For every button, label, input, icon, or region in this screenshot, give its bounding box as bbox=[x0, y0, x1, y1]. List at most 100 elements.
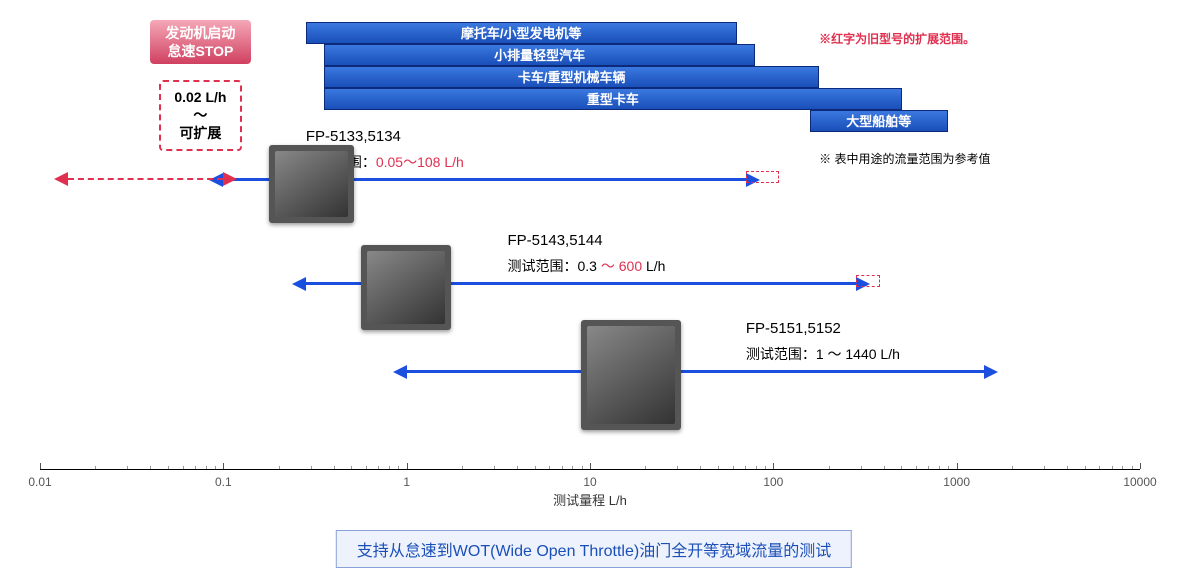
axis-tick-line bbox=[590, 463, 591, 469]
axis-minor-tick bbox=[1067, 466, 1068, 469]
axis-minor-tick bbox=[378, 466, 379, 469]
axis-tick-label: 0.01 bbox=[28, 475, 51, 489]
axis-minor-tick bbox=[127, 466, 128, 469]
axis-minor-tick bbox=[562, 466, 563, 469]
range-prefix: 测试范围：0.3 bbox=[508, 258, 601, 274]
axis-minor-tick bbox=[1099, 466, 1100, 469]
application-bar-0: 摩托车/小型发电机等 bbox=[306, 22, 737, 44]
red-extension-box bbox=[856, 275, 880, 287]
axis-minor-tick bbox=[215, 466, 216, 469]
red-extension-box bbox=[746, 171, 779, 183]
axis-minor-tick bbox=[517, 466, 518, 469]
footer-summary: 支持从怠速到WOT(Wide Open Throttle)油门全开等宽域流量的测… bbox=[336, 530, 852, 568]
extendable-line1: 0.02 L/h～ bbox=[174, 89, 226, 123]
axis-tick-label: 100 bbox=[763, 475, 783, 489]
range-red: 0.05～108 L/h bbox=[376, 154, 464, 170]
application-bar-1: 小排量轻型汽车 bbox=[324, 44, 755, 66]
axis-minor-tick bbox=[733, 466, 734, 469]
reference-note: ※ 表中用途的流量范围为参考值 bbox=[819, 150, 990, 167]
axis-minor-tick bbox=[1122, 466, 1123, 469]
axis-minor-tick bbox=[645, 466, 646, 469]
axis-minor-tick bbox=[311, 466, 312, 469]
axis-minor-tick bbox=[366, 466, 367, 469]
axis-tick-line bbox=[1140, 463, 1141, 469]
device-image-2 bbox=[581, 320, 681, 430]
range-suffix: L/h bbox=[642, 258, 665, 274]
device-image-0 bbox=[269, 145, 354, 223]
axis-tick-line bbox=[957, 463, 958, 469]
axis-tick-label: 0.1 bbox=[215, 475, 232, 489]
range-red: ～ 600 bbox=[601, 258, 642, 274]
device-image-1 bbox=[361, 245, 451, 330]
axis-minor-tick bbox=[948, 466, 949, 469]
arrow-head-right-icon bbox=[984, 365, 998, 379]
axis-tick-label: 10 bbox=[583, 475, 596, 489]
x-axis-label: 测试量程 L/h bbox=[553, 490, 627, 509]
axis-tick-label: 10000 bbox=[1123, 475, 1156, 489]
axis-minor-tick bbox=[1012, 466, 1013, 469]
range-prefix: 测试范围：1 ～ 1440 L/h bbox=[746, 346, 900, 362]
axis-minor-tick bbox=[351, 466, 352, 469]
axis-minor-tick bbox=[829, 466, 830, 469]
extendable-box: 0.02 L/h～可扩展 bbox=[159, 80, 242, 151]
axis-minor-tick bbox=[677, 466, 678, 469]
flow-range-chart: 测试量程 L/h 0.01 0.1 1 10 100 1000 10000 发动机启动怠速ST… bbox=[10, 10, 1178, 558]
axis-tick-line bbox=[407, 463, 408, 469]
axis-minor-tick bbox=[884, 466, 885, 469]
axis-minor-tick bbox=[150, 466, 151, 469]
axis-minor-tick bbox=[398, 466, 399, 469]
axis-minor-tick bbox=[572, 466, 573, 469]
engine-start-stop-box: 发动机启动怠速STOP bbox=[150, 20, 251, 64]
arrow-head-right-icon bbox=[223, 172, 237, 186]
application-bar-2: 卡车/重型机械车辆 bbox=[324, 66, 819, 88]
axis-minor-tick bbox=[535, 466, 536, 469]
plot-area: 测试量程 L/h 0.010.1110100100010000发动机启动怠速ST… bbox=[40, 20, 1140, 470]
range-arrow-dashed bbox=[68, 178, 224, 180]
axis-minor-tick bbox=[279, 466, 280, 469]
range-arrow bbox=[407, 370, 985, 373]
axis-minor-tick bbox=[745, 466, 746, 469]
startstop-line2: 怠速STOP bbox=[167, 43, 233, 59]
axis-minor-tick bbox=[195, 466, 196, 469]
axis-minor-tick bbox=[718, 466, 719, 469]
axis-minor-tick bbox=[1112, 466, 1113, 469]
axis-minor-tick bbox=[168, 466, 169, 469]
axis-minor-tick bbox=[183, 466, 184, 469]
product-name-0: FP-5133,5134 bbox=[306, 128, 401, 145]
axis-minor-tick bbox=[861, 466, 862, 469]
product-range-1: 测试范围：0.3 ～ 600 L/h bbox=[508, 256, 666, 276]
arrow-head-left-icon bbox=[54, 172, 68, 186]
axis-minor-tick bbox=[901, 466, 902, 469]
axis-tick-line bbox=[40, 463, 41, 469]
axis-minor-tick bbox=[939, 466, 940, 469]
product-range-2: 测试范围：1 ～ 1440 L/h bbox=[746, 344, 900, 364]
startstop-line1: 发动机启动 bbox=[165, 25, 235, 41]
axis-minor-tick bbox=[95, 466, 96, 469]
axis-minor-tick bbox=[765, 466, 766, 469]
application-bar-4: 大型船舶等 bbox=[810, 110, 948, 132]
application-bar-3: 重型卡车 bbox=[324, 88, 902, 110]
axis-tick-line bbox=[223, 463, 224, 469]
axis-minor-tick bbox=[928, 466, 929, 469]
red-note: ※红字为旧型号的扩展范围。 bbox=[819, 30, 975, 47]
axis-tick-label: 1 bbox=[403, 475, 410, 489]
axis-minor-tick bbox=[549, 466, 550, 469]
axis-minor-tick bbox=[334, 466, 335, 469]
product-name-2: FP-5151,5152 bbox=[746, 320, 841, 337]
axis-minor-tick bbox=[462, 466, 463, 469]
axis-minor-tick bbox=[1085, 466, 1086, 469]
axis-minor-tick bbox=[700, 466, 701, 469]
axis-minor-tick bbox=[756, 466, 757, 469]
arrow-head-left-icon bbox=[292, 277, 306, 291]
axis-minor-tick bbox=[1044, 466, 1045, 469]
arrow-head-left-icon bbox=[393, 365, 407, 379]
axis-minor-tick bbox=[916, 466, 917, 469]
axis-minor-tick bbox=[206, 466, 207, 469]
axis-minor-tick bbox=[494, 466, 495, 469]
axis-tick-line bbox=[773, 463, 774, 469]
axis-tick-label: 1000 bbox=[943, 475, 970, 489]
axis-minor-tick bbox=[389, 466, 390, 469]
axis-minor-tick bbox=[582, 466, 583, 469]
product-name-1: FP-5143,5144 bbox=[508, 232, 603, 249]
axis-minor-tick bbox=[1132, 466, 1133, 469]
